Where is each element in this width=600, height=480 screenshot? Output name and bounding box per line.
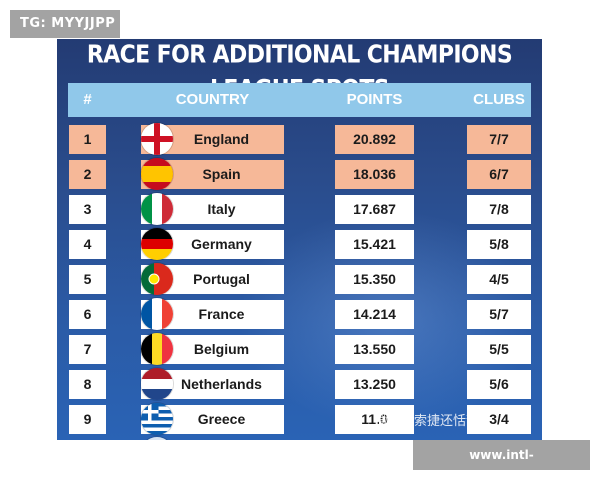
table-row-points: 17.687 [335, 195, 414, 224]
table-row-rank: 8 [69, 370, 106, 399]
table-row-clubs: 7/8 [467, 195, 531, 224]
italy-flag-icon [141, 193, 173, 225]
germany-flag-icon [141, 228, 173, 260]
greece-flag-icon [141, 403, 173, 435]
table-row-clubs: 3/4 [467, 405, 531, 434]
table-row-points: 18.036 [335, 160, 414, 189]
table-row-points: 11.0 [335, 405, 414, 434]
table-row-clubs: 6/7 [467, 160, 531, 189]
spain-flag-icon [141, 158, 173, 190]
rankings-poster: RACE FOR ADDITIONAL CHAMPIONS LEAGUE SPO… [57, 39, 542, 440]
header-country: COUNTRY [175, 91, 250, 108]
watermark-text: 微信搜索捷还恬静 [375, 414, 480, 429]
table-row-rank: 3 [69, 195, 106, 224]
table-row-rank: 6 [69, 300, 106, 329]
portugal-flag-icon [141, 263, 173, 295]
header-rank: # [83, 91, 92, 108]
table-row-rank: 7 [69, 335, 106, 364]
table-row-rank: 4 [69, 230, 106, 259]
netherlands-flag-icon [141, 368, 173, 400]
england-flag-icon [141, 123, 173, 155]
table-row-rank: 9 [69, 405, 106, 434]
table-row-points: 15.421 [335, 230, 414, 259]
header-points: POINTS [346, 91, 403, 108]
table-row-rank: 2 [69, 160, 106, 189]
table-row-points: 13.250 [335, 370, 414, 399]
table-row-points: 20.892 [335, 125, 414, 154]
table-row-rank: 1 [69, 125, 106, 154]
partial-flag-icon [141, 437, 173, 440]
table-row-points: 14.214 [335, 300, 414, 329]
table-row-clubs: 5/7 [467, 300, 531, 329]
table-header-bar [68, 83, 531, 117]
table-row-clubs: 4/5 [467, 265, 531, 294]
table-row-clubs: 5/5 [467, 335, 531, 364]
table-row-points: 15.350 [335, 265, 414, 294]
table-row-points: 13.550 [335, 335, 414, 364]
table-row-clubs: 5/6 [467, 370, 531, 399]
france-flag-icon [141, 298, 173, 330]
belgium-flag-icon [141, 333, 173, 365]
header-clubs: CLUBS [473, 91, 525, 108]
site-badge: www.intl-kaiyunsports.net [413, 440, 590, 480]
table-row-rank: 5 [69, 265, 106, 294]
table-row-clubs: 7/7 [467, 125, 531, 154]
telegram-badge: TG: MYYJJPP [10, 10, 120, 38]
table-row-clubs: 5/8 [467, 230, 531, 259]
